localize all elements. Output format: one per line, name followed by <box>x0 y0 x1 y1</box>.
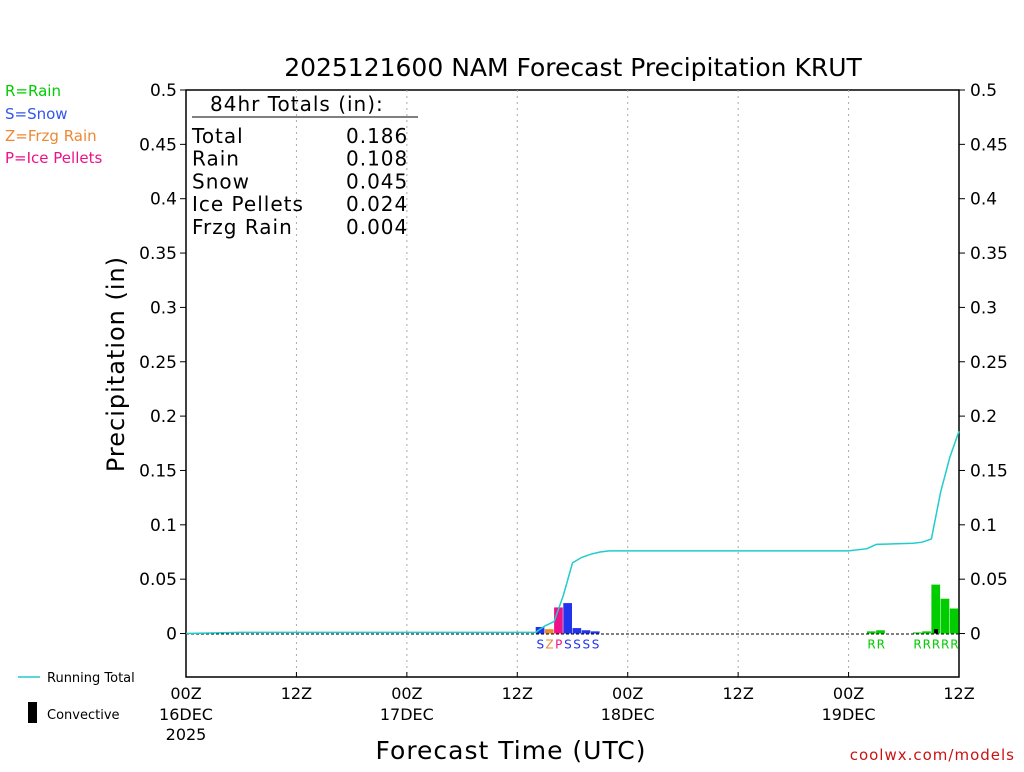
type-legend: R=Rain S=Snow Z=Frzg Rain P=Ice Pellets <box>5 82 102 167</box>
bar-type-label: R <box>867 638 875 652</box>
totals-value: 0.045 <box>346 169 408 193</box>
x-tick-label: 00Z <box>391 684 422 703</box>
y-tick-label-right: 0.35 <box>970 244 1008 264</box>
chart-title: 2025121600 NAM Forecast Precipitation KR… <box>284 53 862 82</box>
y-tick-label-right: 0 <box>970 625 981 645</box>
convective-swatch <box>28 702 37 723</box>
convective-legend: Convective <box>47 708 120 723</box>
line-legend: Running Total Convective <box>18 671 135 723</box>
y-tick-label-left: 0.1 <box>150 516 177 536</box>
totals-label: Rain <box>192 147 240 171</box>
precip-bar <box>590 631 600 634</box>
y-tick-label-left: 0.2 <box>150 407 177 427</box>
bar-type-label: R <box>877 638 885 652</box>
bar-type-label: R <box>932 638 940 652</box>
totals-header: 84hr Totals (in): <box>210 92 384 116</box>
plot-frame <box>185 89 960 678</box>
running-total-line <box>185 431 960 635</box>
y-tick-label-left: 0.45 <box>139 135 177 155</box>
y-tick-label-left: 0 <box>166 625 177 645</box>
y-tick-label-right: 0.2 <box>970 407 997 427</box>
precip-bar <box>581 630 591 634</box>
precip-bar <box>866 631 876 634</box>
x-tick-label: 00Z <box>612 684 643 703</box>
totals-label: Ice Pellets <box>192 192 304 216</box>
y-tick-label-left: 0.15 <box>139 461 177 481</box>
legend-snow: S=Snow <box>5 105 68 123</box>
y-tick-label-left: 0.25 <box>139 353 177 373</box>
bar-type-label: S <box>582 638 590 652</box>
precip-bar <box>572 628 582 634</box>
x-tick-label: 00Z <box>833 684 864 703</box>
legend-ice-pellets: P=Ice Pellets <box>5 149 102 167</box>
y-tick-label-left: 0.35 <box>139 244 177 264</box>
bar-type-label: Z <box>545 638 553 652</box>
precip-bars <box>535 584 959 634</box>
y-tick-label-right: 0.1 <box>970 516 997 536</box>
bar-type-label: S <box>564 638 572 652</box>
x-tick-label: 12Z <box>722 684 753 703</box>
legend-frzg-rain: Z=Frzg Rain <box>5 127 97 145</box>
y-tick-label-right: 0.25 <box>970 353 1008 373</box>
bar-type-label: S <box>536 638 544 652</box>
footer-credit: coolwx.com/models <box>850 746 1015 764</box>
running-total-legend: Running Total <box>47 671 135 686</box>
y-axis-ticks: 0 0 0.05 0.05 0.1 0.1 0.15 0.15 0.2 0.2 0.25 0.25 0.… <box>139 81 1008 645</box>
precip-bar <box>544 629 554 634</box>
convective-bar <box>933 629 938 634</box>
y-tick-label-right: 0.45 <box>970 135 1008 155</box>
precip-bar <box>535 626 545 634</box>
y-tick-label-right: 0.5 <box>970 81 997 101</box>
totals-label: Total <box>191 124 244 148</box>
legend-rain: R=Rain <box>5 82 61 100</box>
totals-label: Snow <box>192 169 250 193</box>
x-tick-date: 18DEC <box>601 705 655 724</box>
x-tick-date: 19DEC <box>822 705 876 724</box>
bar-type-label: R <box>941 638 949 652</box>
x-tick-year: 2025 <box>166 725 207 744</box>
bar-type-label: S <box>592 638 600 652</box>
bar-type-label: R <box>923 638 931 652</box>
bar-type-label: P <box>555 638 562 652</box>
convective-bars <box>933 629 938 634</box>
x-axis-label: Forecast Time (UTC) <box>376 736 647 765</box>
x-tick-label: 12Z <box>502 684 533 703</box>
x-tick-label: 12Z <box>943 684 974 703</box>
precip-bar <box>949 608 959 634</box>
totals-value: 0.024 <box>346 192 408 216</box>
x-tick-date: 17DEC <box>380 705 434 724</box>
y-tick-label-left: 0.05 <box>139 570 177 590</box>
y-tick-label-right: 0.05 <box>970 570 1008 590</box>
y-tick-label-right: 0.4 <box>970 190 997 210</box>
y-tick-label-left: 0.5 <box>150 81 177 101</box>
bar-type-label: R <box>913 638 921 652</box>
vertical-gridlines <box>295 90 850 677</box>
precip-bar <box>876 630 885 634</box>
precip-bar <box>554 607 563 634</box>
x-tick-label: 12Z <box>281 684 312 703</box>
bar-type-label: S <box>573 638 581 652</box>
y-tick-label-left: 0.4 <box>150 190 177 210</box>
precip-bar <box>912 632 922 634</box>
precip-bar <box>922 631 931 634</box>
totals-value: 0.186 <box>346 124 408 148</box>
x-tick-date: 16DEC <box>159 705 213 724</box>
y-tick-label-right: 0.15 <box>970 461 1008 481</box>
bar-type-label: R <box>950 638 958 652</box>
y-tick-label-left: 0.3 <box>150 298 177 318</box>
y-axis-label: Precipitation (in) <box>102 256 130 472</box>
totals-label: Frzg Rain <box>192 215 293 239</box>
totals-value: 0.004 <box>346 215 408 239</box>
precip-bar <box>563 603 572 634</box>
x-tick-label: 00Z <box>170 684 201 703</box>
totals-box: 84hr Totals (in): Total 0.186 Rain 0.108 Sno… <box>191 92 418 239</box>
y-tick-label-right: 0.3 <box>970 298 997 318</box>
totals-value: 0.108 <box>346 147 408 171</box>
precip-bar <box>940 598 950 634</box>
precip-bar <box>931 584 941 634</box>
